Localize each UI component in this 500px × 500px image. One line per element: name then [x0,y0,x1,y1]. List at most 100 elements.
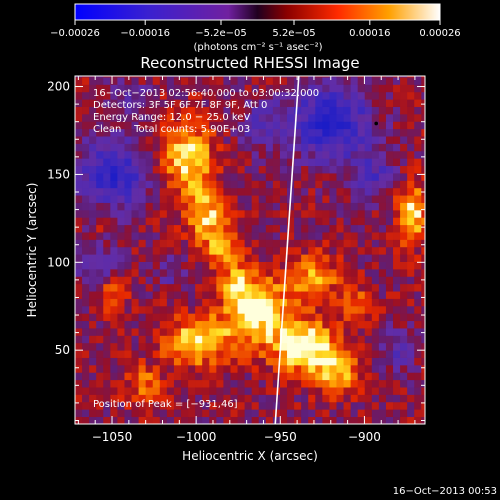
heatmap-cell [82,268,90,277]
heatmap-cell [294,246,302,255]
heatmap-cell [407,246,415,255]
heatmap-cell [230,276,238,285]
heatmap-cell [378,143,387,152]
heatmap-cell [322,261,330,270]
heatmap-cell [216,283,224,292]
info-total-counts: Clean Total counts: 5.90E+03 [93,124,250,135]
heatmap-cell [89,394,97,403]
heatmap-cell [322,136,330,144]
heatmap-cell [117,298,125,307]
heatmap-cell [350,217,359,226]
heatmap-cell [96,158,104,167]
heatmap-cell [385,180,394,189]
heatmap-cell [357,335,366,344]
heatmap-cell [173,313,182,322]
heatmap-cell [145,128,154,137]
heatmap-cell [166,357,175,366]
heatmap-cell [407,239,415,248]
heatmap-cell [364,195,373,203]
heatmap-cell [173,77,182,85]
heatmap-cell [209,99,217,107]
heatmap-cell [336,372,344,381]
heatmap-cell [173,357,182,366]
heatmap-cell [343,99,352,107]
heatmap-cell [301,305,309,314]
heatmap-cell [414,379,422,388]
heatmap-cell [188,283,196,292]
heatmap-cell [159,84,168,93]
heatmap-cell [138,77,147,85]
heatmap-cell [315,195,323,203]
heatmap-cell [308,387,316,395]
heatmap-cell [258,224,267,233]
heatmap-cell [110,276,118,285]
heatmap-cell [385,379,394,388]
heatmap-cell [166,409,175,418]
heatmap-cell [378,416,387,424]
heatmap-cell [124,106,132,115]
heatmap-cell [131,202,140,211]
heatmap-cell [421,313,425,322]
heatmap-cell [385,128,394,137]
heatmap-cell [357,350,366,358]
heatmap-cell [166,187,175,196]
heatmap-cell [82,143,90,152]
heatmap-cell [230,350,238,358]
heatmap-cell [103,357,111,366]
heatmap-cell [237,91,246,100]
heatmap-cell [251,328,260,336]
heatmap-cell [138,276,147,285]
heatmap-cell [336,91,344,100]
heatmap-cell [181,401,189,410]
heatmap-cell [159,165,168,174]
heatmap-cell [251,246,260,255]
heatmap-cell [103,77,111,85]
heatmap-cell [258,416,267,424]
heatmap-cell [216,76,224,78]
heatmap-cell [89,379,97,388]
heatmap-cell [82,180,90,189]
heatmap-cell [414,180,422,189]
heatmap-cell [89,180,97,189]
heatmap-cell [117,379,125,388]
heatmap-cell [301,195,309,203]
heatmap-cell [103,350,111,358]
heatmap-cell [265,261,274,270]
heatmap-cell [195,276,203,285]
heatmap-cell [244,394,253,403]
heatmap-cell [103,195,111,203]
heatmap-cell [103,180,111,189]
heatmap-cell [124,76,132,78]
heatmap-cell [89,173,97,181]
heatmap-cell [103,254,111,262]
heatmap-cell [350,121,359,130]
heatmap-cell [75,328,83,336]
heatmap-cell [138,342,147,351]
heatmap-cell [315,143,323,152]
heatmap-cell [89,298,97,307]
heatmap-cell [378,283,387,292]
heatmap-cell [96,180,104,189]
heatmap-cell [414,320,422,329]
heatmap-cell [244,246,253,255]
heatmap-cell [272,121,281,130]
heatmap-cell [237,291,246,299]
heatmap-cell [329,173,337,181]
heatmap-cell [308,305,316,314]
heatmap-cell [138,187,147,196]
heatmap-cell [393,224,401,233]
heatmap-cell [421,372,425,381]
heatmap-cell [117,99,125,107]
heatmap-cell [322,239,330,248]
heatmap-cell [131,217,140,226]
heatmap-cell [223,187,231,196]
heatmap-cell [159,394,168,403]
heatmap-cell [89,150,97,159]
heatmap-cell [209,342,217,351]
heatmap-cell [138,76,147,78]
heatmap-cell [223,143,231,152]
heatmap-cell [159,409,168,418]
heatmap-cell [110,224,118,233]
heatmap-cell [110,202,118,211]
heatmap-cell [308,121,316,130]
